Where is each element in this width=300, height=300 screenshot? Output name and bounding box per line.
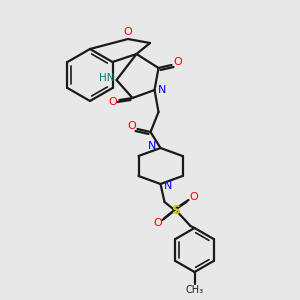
Text: N: N — [158, 85, 167, 95]
Text: O: O — [153, 218, 162, 228]
Text: N: N — [164, 181, 173, 191]
Text: O: O — [127, 121, 136, 131]
Text: N: N — [148, 141, 157, 151]
Text: O: O — [189, 192, 198, 202]
Text: S: S — [171, 203, 180, 217]
Text: O: O — [108, 97, 117, 107]
Text: O: O — [173, 57, 182, 67]
Text: HN: HN — [99, 73, 114, 83]
Text: O: O — [124, 27, 132, 37]
Text: CH₃: CH₃ — [185, 285, 204, 295]
